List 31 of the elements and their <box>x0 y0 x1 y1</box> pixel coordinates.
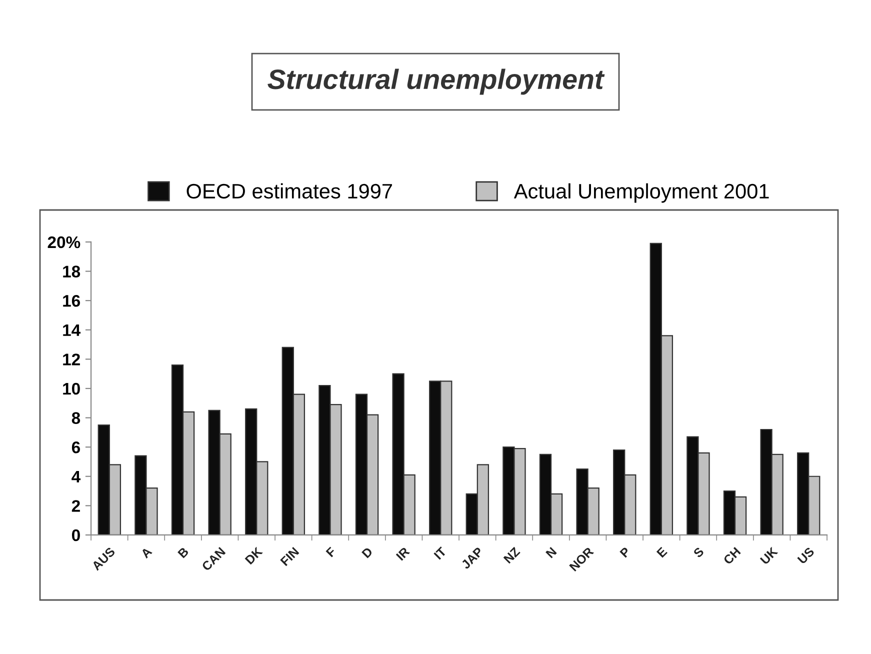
y-tick-label: 14 <box>63 324 81 336</box>
y-tick-label: 2 <box>72 500 80 512</box>
y-tick-label: 20% <box>48 236 80 248</box>
x-tick-label: JAP <box>460 546 484 570</box>
x-tick-label: US <box>797 546 815 564</box>
x-tick-label: UK <box>760 546 778 565</box>
x-tick-label: D <box>362 546 374 558</box>
x-tick-label: NZ <box>503 546 520 564</box>
x-tick-label: A <box>140 546 152 559</box>
chart-title: Structural unemployment <box>268 68 605 95</box>
x-tick-label: DK <box>244 546 263 565</box>
y-tick-label: 10 <box>63 382 80 395</box>
x-tick-label: S <box>692 546 704 558</box>
y-tick-label: 0 <box>72 529 80 542</box>
y-tick-label: 12 <box>63 354 80 366</box>
x-tick-label: IR <box>396 546 410 561</box>
x-tick-label: P <box>620 546 631 558</box>
x-tick-label: E <box>656 546 668 558</box>
x-tick-label: FIN <box>280 547 300 566</box>
y-tick-label: 8 <box>72 412 80 424</box>
x-tick-label: B <box>178 546 190 558</box>
x-tick-label: F <box>326 546 336 558</box>
x-tick-label: CH <box>722 546 741 565</box>
y-tick-label: 16 <box>63 294 80 307</box>
x-tick-label: IT <box>434 546 447 560</box>
legend-label: Actual Unemployment 2001 <box>514 183 769 203</box>
legend-label: OECD estimates 1997 <box>186 183 392 199</box>
y-tick-label: 4 <box>72 470 81 482</box>
y-tick-label: 18 <box>63 266 80 278</box>
x-tick-label: N <box>546 547 557 558</box>
y-tick-label: 6 <box>72 441 80 454</box>
